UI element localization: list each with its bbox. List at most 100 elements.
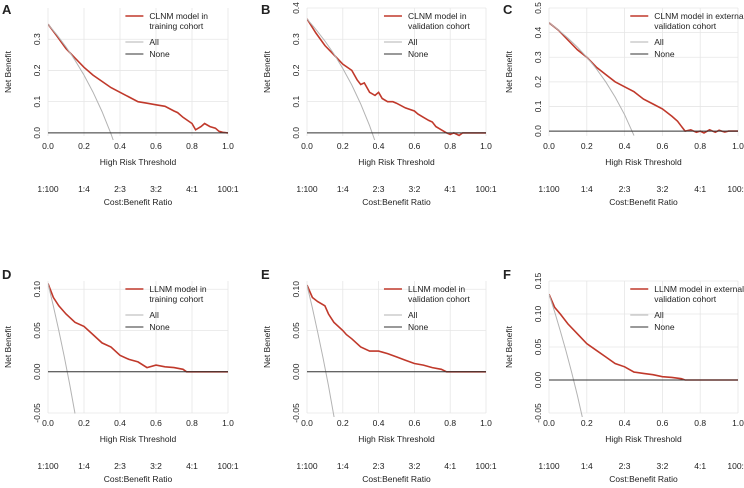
panel-a-x2label: Cost:Benefit Ratio (104, 197, 173, 207)
panel-d-legend-label: All (149, 310, 159, 320)
panel-f: F -0.05 0.00 0.05 0.10 0.15 Net Benefit 0.0 0.2 0… (503, 267, 744, 484)
panel-d-xtick-label: 0.8 (186, 418, 198, 428)
panel-c-xtick-label: 0.6 (656, 141, 668, 151)
panel-f-ytick-label: 0.00 (533, 371, 543, 388)
panel-d-ylabel: Net Benefit (3, 325, 13, 368)
panel-f-legend-label: validation cohort (654, 294, 717, 304)
panel-e-letter: E (261, 267, 270, 282)
panel-a-legend-label: None (149, 49, 170, 59)
panel-c: C 0.0 0.1 0.2 0.3 0.4 0.5 Net Benefit 0.0 0.2 0.4 0… (503, 2, 744, 207)
panel-a-xlabel: High Risk Threshold (100, 157, 177, 167)
panel-c-xtick-label: 1.0 (732, 141, 744, 151)
panel-a-x2tick-label: 1:4 (78, 184, 90, 194)
panel-d-ytick-label: 0.10 (32, 281, 42, 298)
panel-c-x2tick-label: 4:1 (694, 184, 706, 194)
panel-f-x2tick-label: 4:1 (694, 461, 706, 471)
panel-e-x2tick-label: 2:3 (373, 461, 385, 471)
panel-c-ytick-label: 0.5 (533, 2, 543, 14)
panel-d-legend-label: training cohort (149, 294, 204, 304)
panel-e-x2tick-label: 1:4 (337, 461, 349, 471)
panel-b-xtick-label: 0.0 (301, 141, 313, 151)
panel-f-series-all (549, 294, 583, 417)
panel-f-ylabel: Net Benefit (504, 325, 514, 368)
panel-f-xtick-label: 0.8 (694, 418, 706, 428)
panel-a-series-model (48, 23, 228, 134)
panel-c-x2tick-label: 2:3 (619, 184, 631, 194)
panel-f-x2label: Cost:Benefit Ratio (609, 474, 678, 484)
panel-d-x2tick-label: 4:1 (186, 461, 198, 471)
panel-a-x2tick-label: 4:1 (186, 184, 198, 194)
panel-a-xtick-label: 1.0 (222, 141, 234, 151)
panel-e-ytick-label: 0.05 (291, 322, 301, 339)
panel-c-ylabel: Net Benefit (504, 50, 514, 93)
panel-d-letter: D (2, 267, 11, 282)
panel-d-ytick-label: 0.00 (32, 363, 42, 380)
panel-b-xlabel: High Risk Threshold (358, 157, 435, 167)
panel-c-ytick-label: 0.1 (533, 100, 543, 112)
panel-a-legend-label: All (149, 37, 159, 47)
panel-d-xtick-label: 0.2 (78, 418, 90, 428)
panel-a-xtick-label: 0.6 (150, 141, 162, 151)
panel-d-x2tick-label: 100:1 (217, 461, 239, 471)
panel-b: B 0.0 0.1 0.2 0.3 0.4 Net Benefit 0.0 0.2 0.4 0.6 0… (261, 2, 497, 207)
panel-d-ytick-label: 0.05 (32, 322, 42, 339)
panel-e-xtick-label: 1.0 (480, 418, 492, 428)
panel-e-xtick-label: 0.8 (444, 418, 456, 428)
panel-f-legend-label: All (654, 310, 664, 320)
panel-e-xtick-label: 0.0 (301, 418, 313, 428)
panel-c-letter: C (503, 2, 513, 17)
panel-d-x2tick-label: 1:100 (37, 461, 59, 471)
panel-b-legend-label: None (408, 49, 429, 59)
panel-b-xtick-label: 0.6 (408, 141, 420, 151)
panel-e-legend-label: None (408, 322, 429, 332)
panel-c-ytick-label: 0.2 (533, 76, 543, 88)
panel-e-ytick-label: 0.10 (291, 281, 301, 298)
panel-c-x2label: Cost:Benefit Ratio (609, 197, 678, 207)
panel-d-ytick-label: -0.05 (32, 403, 42, 423)
panel-a-ytick-label: 0.2 (32, 64, 42, 76)
panel-b-x2tick-label: 1:4 (337, 184, 349, 194)
panel-e-x2tick-label: 1:100 (296, 461, 318, 471)
panel-a-xtick-label: 0.0 (42, 141, 54, 151)
panel-d-series-all (48, 283, 76, 414)
panel-e-legend-label: All (408, 310, 418, 320)
panel-e-legend-label: LLNM model in (408, 284, 465, 294)
panel-f-legend-label: LLNM model in external (654, 284, 744, 294)
panel-c-legend-label: CLNM model in external (654, 11, 744, 21)
panel-b-series-model (307, 18, 486, 137)
panel-b-ylabel: Net Benefit (262, 50, 272, 93)
panel-b-legend-label: CLNM model in (408, 11, 467, 21)
panel-f-xtick-label: 0.6 (656, 418, 668, 428)
panel-a-legend-label: CLNM model in (149, 11, 208, 21)
panel-a-x2tick-label: 3:2 (150, 184, 162, 194)
panel-b-x2label: Cost:Benefit Ratio (362, 197, 431, 207)
panel-b-legend-label: All (408, 37, 418, 47)
panel-b-ytick-label: 0.3 (291, 33, 301, 45)
panel-f-xtick-label: 0.0 (543, 418, 555, 428)
panel-e-xtick-label: 0.6 (408, 418, 420, 428)
panel-d-x2tick-label: 2:3 (114, 461, 126, 471)
panel-a-ytick-label: 0.0 (32, 127, 42, 139)
panel-f-xtick-label: 0.2 (581, 418, 593, 428)
panel-f-ytick-label: 0.15 (533, 272, 543, 289)
panel-e-legend-label: validation cohort (408, 294, 471, 304)
panel-e-xtick-label: 0.2 (337, 418, 349, 428)
panel-f-x2tick-label: 1:100 (538, 461, 560, 471)
panel-a-xtick-label: 0.4 (114, 141, 126, 151)
panel-e-ytick-label: -0.05 (291, 403, 301, 423)
panel-b-ytick-label: 0.4 (291, 2, 301, 14)
panel-e-x2tick-label: 100:1 (475, 461, 497, 471)
panel-a-xtick-label: 0.2 (78, 141, 90, 151)
panel-c-x2tick-label: 1:4 (581, 184, 593, 194)
panel-c-ytick-label: 0.4 (533, 26, 543, 38)
panel-c-ytick-label: 0.0 (533, 125, 543, 137)
panel-e-ylabel: Net Benefit (262, 325, 272, 368)
panel-f-xtick-label: 0.4 (619, 418, 631, 428)
panel-d-series-model (48, 283, 228, 373)
panel-a-x2tick-label: 100:1 (217, 184, 239, 194)
